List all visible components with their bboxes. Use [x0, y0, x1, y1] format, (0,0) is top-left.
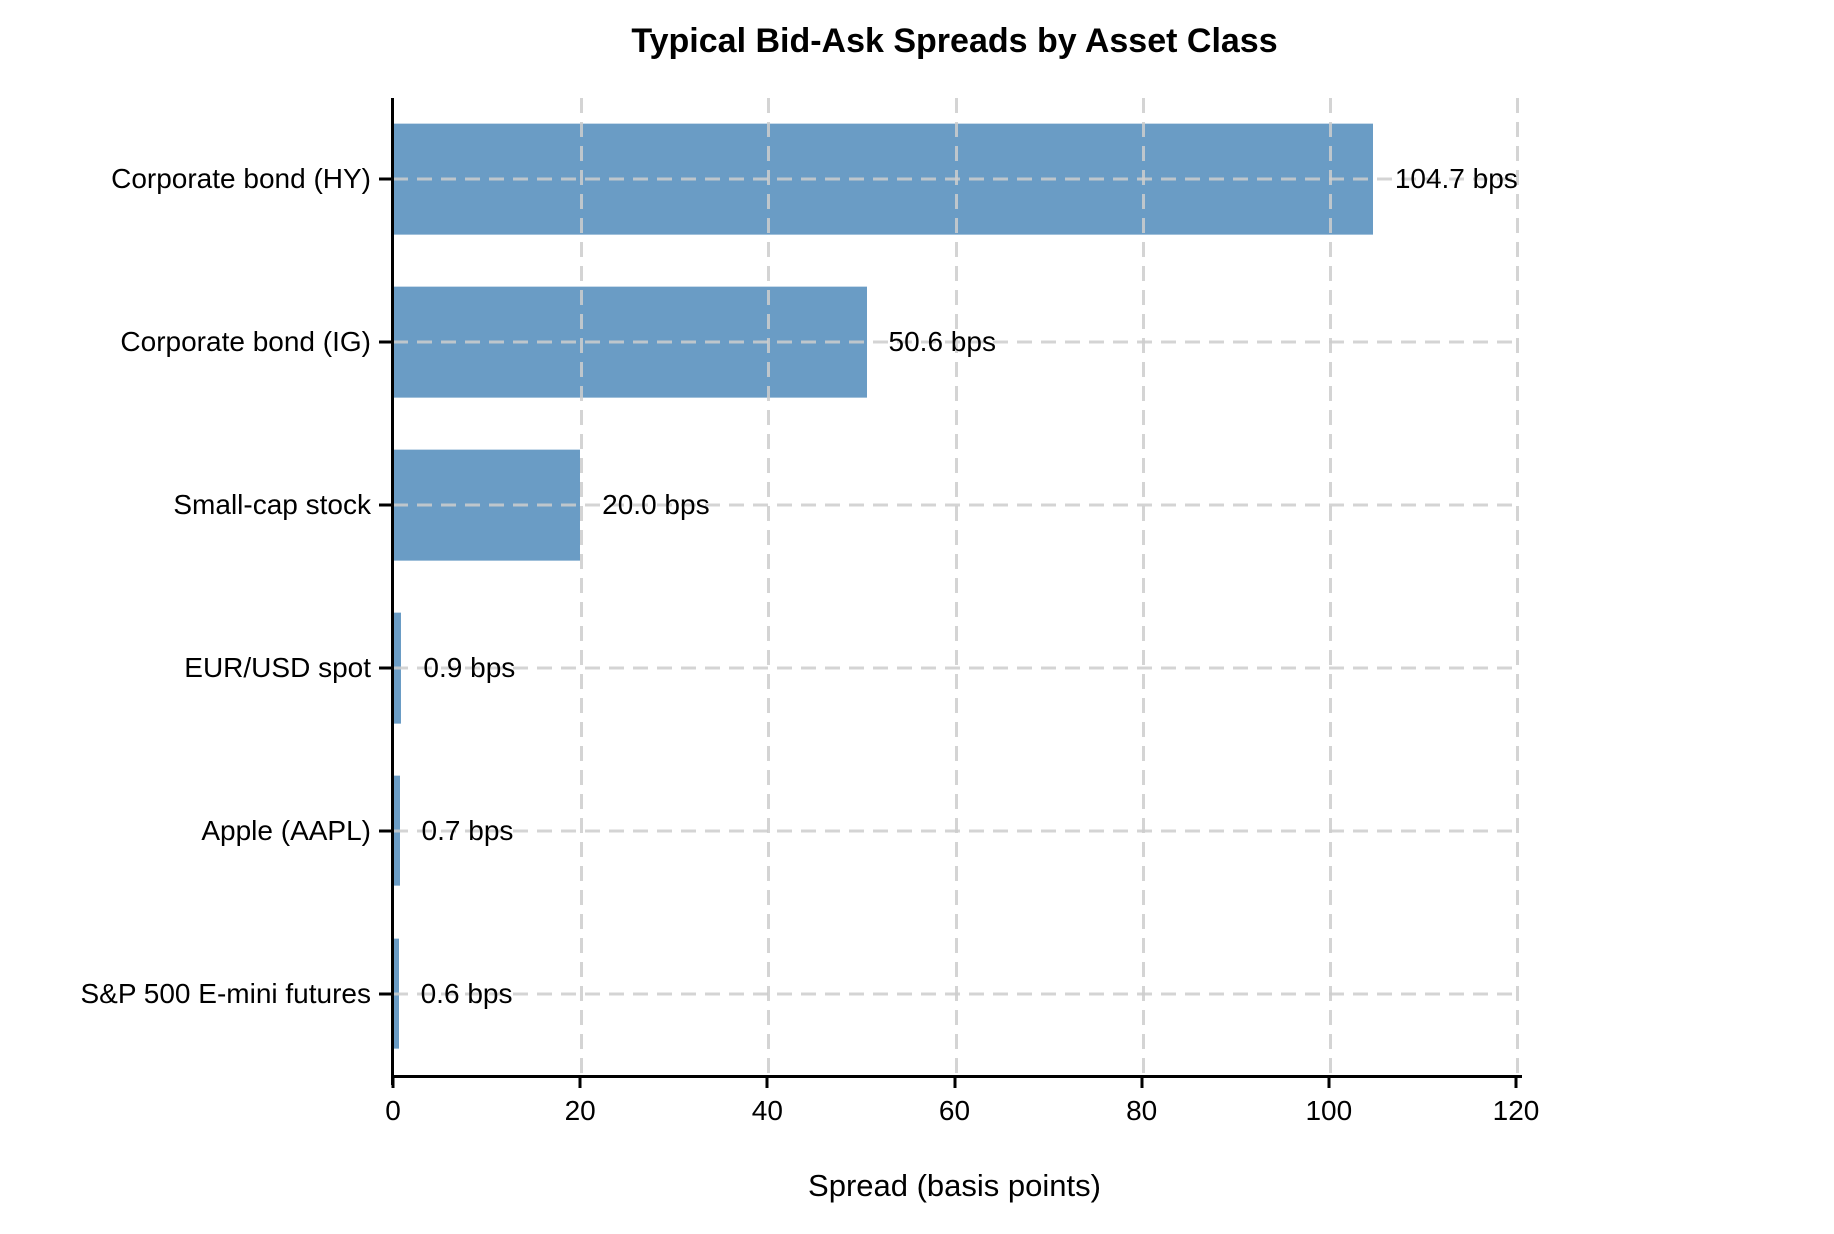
vertical-gridline: [1141, 98, 1145, 1075]
x-axis-tick: [578, 1075, 582, 1088]
horizontal-gridline: [393, 829, 1516, 833]
plot-area: 0 20 40 60 80 100 120 104.7 bps 50.6 bps 20.0 bps…: [379, 98, 1539, 1126]
horizontal-gridline: [393, 666, 1516, 670]
x-axis-tick-label: 60: [938, 1095, 971, 1126]
bar-value-label: 50.6 bps: [888, 326, 996, 358]
x-axis-tick-label: 20: [564, 1095, 596, 1126]
x-axis-tick-label: 80: [1126, 1095, 1158, 1126]
vertical-gridline: [767, 98, 771, 1075]
bar-row: 0.7 bps: [379, 749, 1516, 912]
bar-row: 0.9 bps: [379, 587, 1516, 750]
x-axis-tick: [391, 1075, 395, 1088]
category-label: EUR/USD spot: [184, 651, 371, 683]
bar-value-label: 0.6 bps: [420, 977, 513, 1009]
category-label: Corporate bond (HY): [111, 163, 371, 195]
category-label: Apple (AAPL): [201, 814, 371, 846]
bar-row: 50.6 bps: [379, 261, 1516, 424]
x-axis-tick-label: 120: [1492, 1095, 1540, 1126]
vertical-gridline: [1516, 98, 1519, 1075]
horizontal-gridline: [393, 503, 1516, 507]
y-axis-labels: Corporate bond (HY) Corporate bond (IG) Sm…: [0, 98, 393, 1075]
vertical-gridline: [954, 98, 958, 1075]
y-axis-tick: [379, 992, 393, 996]
x-axis-tick-label: 0: [385, 1095, 401, 1126]
x-axis-tick: [1327, 1075, 1331, 1088]
x-axis-tick: [1140, 1075, 1144, 1088]
bar-value-label: 104.7 bps: [1394, 163, 1518, 195]
category-label: S&P 500 E-mini futures: [80, 977, 371, 1009]
bar-value-label: 0.9 bps: [423, 651, 516, 683]
x-axis-title: Spread (basis points): [808, 1168, 1101, 1203]
y-axis-spine: [391, 98, 394, 1085]
y-axis-tick: [379, 829, 393, 833]
bar-value-label: 0.7 bps: [421, 814, 514, 846]
horizontal-gridline: [393, 992, 1516, 996]
bar-value-label: 20.0 bps: [602, 489, 710, 521]
y-axis-tick: [379, 177, 393, 181]
bar-row: 104.7 bps: [379, 98, 1518, 261]
x-axis-tick: [953, 1075, 956, 1088]
y-axis-tick: [379, 340, 393, 344]
x-axis-tick-label: 40: [751, 1095, 783, 1126]
x-axis-tick-label: 100: [1305, 1095, 1353, 1126]
horizontal-gridline: [393, 340, 1516, 344]
vertical-gridline: [1328, 98, 1332, 1075]
y-axis-tick: [379, 666, 393, 670]
bar-row: 20.0 bps: [379, 424, 1516, 587]
x-axis-spine: [391, 1075, 1522, 1078]
horizontal-gridline: [393, 177, 1516, 181]
x-axis-tick: [1514, 1075, 1518, 1088]
category-label: Corporate bond (IG): [120, 326, 371, 358]
x-axis-tick: [765, 1075, 769, 1088]
bar-row: 0.6 bps: [379, 912, 1516, 1075]
vertical-gridline: [580, 98, 584, 1075]
y-axis-tick: [379, 503, 393, 507]
category-label: Small-cap stock: [173, 489, 371, 521]
chart-title: Typical Bid-Ask Spreads by Asset Class: [631, 22, 1278, 60]
